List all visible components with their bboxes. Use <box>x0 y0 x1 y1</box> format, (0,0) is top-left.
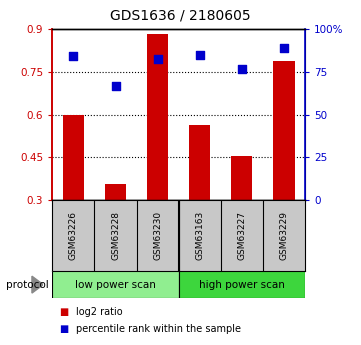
Text: ■: ■ <box>60 307 69 317</box>
Bar <box>179 271 305 298</box>
Bar <box>52 271 179 298</box>
Bar <box>231 156 252 200</box>
Text: GSM63230: GSM63230 <box>153 211 162 260</box>
Text: GSM63228: GSM63228 <box>111 211 120 260</box>
Bar <box>274 61 295 200</box>
Text: GSM63227: GSM63227 <box>238 211 246 260</box>
Bar <box>147 33 168 200</box>
Point <box>281 45 287 51</box>
Bar <box>189 125 210 200</box>
Text: GSM63229: GSM63229 <box>279 211 288 260</box>
Text: GSM63163: GSM63163 <box>195 211 204 260</box>
Text: percentile rank within the sample: percentile rank within the sample <box>76 325 241 334</box>
Bar <box>63 115 84 200</box>
Point <box>113 83 118 89</box>
Point <box>70 53 76 59</box>
Polygon shape <box>32 276 43 293</box>
Text: GSM63226: GSM63226 <box>69 211 78 260</box>
Text: high power scan: high power scan <box>199 280 285 289</box>
Text: protocol: protocol <box>6 280 49 289</box>
Text: GDS1636 / 2180605: GDS1636 / 2180605 <box>110 9 251 23</box>
Point <box>155 57 161 62</box>
Text: log2 ratio: log2 ratio <box>76 307 122 317</box>
Point <box>239 66 245 72</box>
Bar <box>105 185 126 200</box>
Point <box>197 52 203 58</box>
Text: ■: ■ <box>60 325 69 334</box>
Text: low power scan: low power scan <box>75 280 156 289</box>
